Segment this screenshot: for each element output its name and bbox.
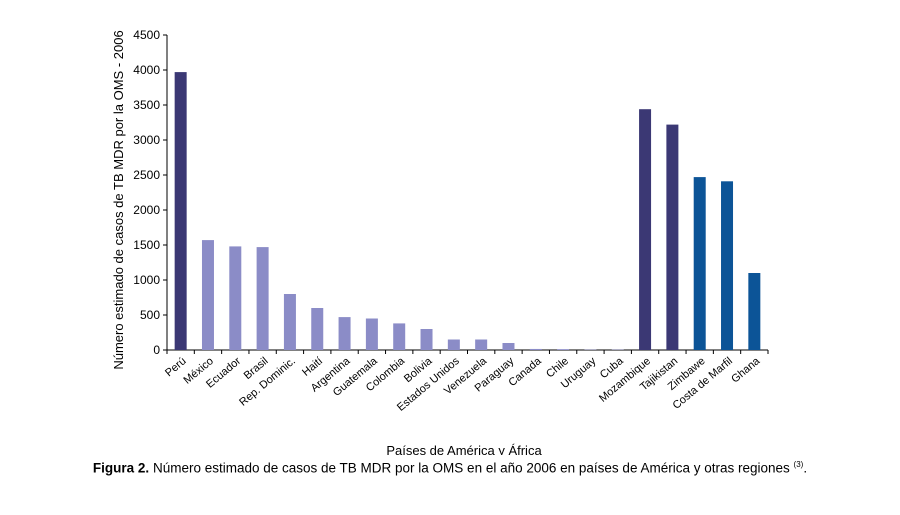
bar (447, 339, 460, 350)
bar (529, 348, 542, 350)
bar (201, 240, 214, 350)
bar (365, 318, 378, 350)
caption-text: Número estimado de casos de TB MDR por l… (149, 460, 794, 476)
bar-chart: 0 500 1000 1500 2000 2500 3000 3500 4000 4500 Per… (111, 28, 769, 455)
bar (393, 323, 406, 350)
caption-end: . (803, 460, 808, 476)
y-tick-label: 2500 (133, 168, 160, 182)
x-tick-label: Ghana (729, 355, 763, 386)
bar (639, 109, 652, 350)
bar (502, 343, 515, 350)
y-tick-label: 1500 (133, 238, 160, 252)
y-tick-label: 4000 (133, 63, 160, 77)
bar (693, 177, 706, 350)
bar (256, 247, 269, 350)
y-tick-label: 3500 (133, 98, 160, 112)
bar (666, 124, 679, 350)
x-axis (166, 349, 769, 354)
caption-reference: (3) (793, 460, 804, 469)
bar (721, 181, 734, 350)
bar-series (174, 72, 761, 350)
y-tick-label: 2000 (133, 203, 160, 217)
bar (557, 349, 570, 350)
y-tick-label: 3000 (133, 133, 160, 147)
y-tick-label: 0 (153, 343, 160, 357)
caption-label: Figura 2. (92, 460, 150, 476)
bar (338, 317, 351, 350)
bar (475, 339, 488, 350)
y-axis: 0 500 1000 1500 2000 2500 3000 3500 4000 4500 (133, 28, 168, 357)
bar (229, 246, 242, 350)
bar (311, 308, 324, 350)
y-tick-label: 500 (140, 308, 160, 322)
bar (283, 294, 296, 350)
y-tick-label: 1000 (133, 273, 160, 287)
y-axis-label: Número estimado de casos de TB MDR por l… (111, 30, 126, 369)
bar (748, 273, 761, 350)
y-tick-label: 4500 (133, 28, 160, 42)
figure-caption: Figura 2. Número estimado de casos de TB… (0, 460, 900, 476)
bar (420, 329, 433, 350)
x-axis-label: Países de América y África (386, 443, 542, 455)
bar (174, 72, 187, 350)
